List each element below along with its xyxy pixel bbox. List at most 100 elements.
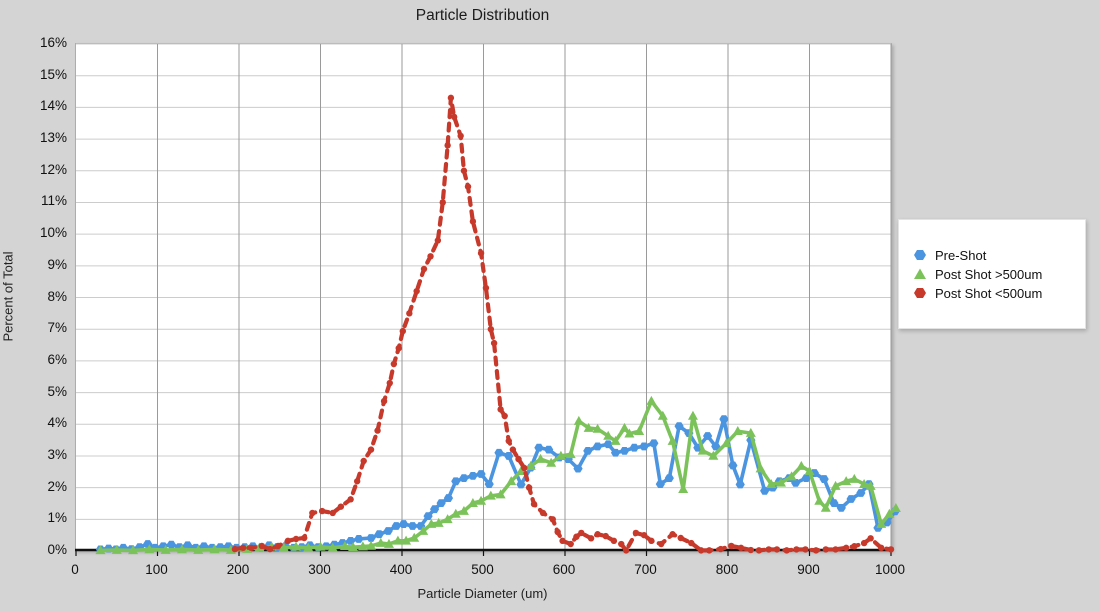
data-point-circle [822,546,829,553]
data-point-triangle [476,495,487,505]
data-point-triangle [383,538,394,548]
data-point-hexagon [516,480,526,489]
y-tick-label: 16% [39,35,67,50]
data-point-hexagon [476,470,486,478]
data-point-circle [755,547,763,554]
data-point-hexagon [423,512,433,521]
data-point-triangle [339,541,350,551]
x-tick-label: 900 [797,562,820,577]
data-point-circle [274,542,282,550]
data-point-hexagon [534,443,544,452]
data-point-triangle [646,395,657,405]
data-point-hexagon [366,534,376,542]
y-tick-label: 5% [47,383,67,399]
legend-label: Post Shot >500um [935,266,1043,282]
data-point-triangle [657,410,668,420]
x-tick-label: 300 [308,562,331,577]
y-tick-label: 3% [47,446,67,462]
data-point-hexagon [639,442,649,451]
data-point-circle [559,537,566,545]
data-point-circle [594,531,601,538]
data-point-triangle [814,495,825,505]
data-point-circle [530,500,538,508]
data-point-triangle [732,426,743,436]
data-point-circle [497,406,504,413]
data-point-circle [239,544,247,552]
data-point-circle [747,546,755,554]
y-tick-label: 0% [47,542,67,557]
y-tick-label: 4% [47,415,67,431]
data-point-triangle [624,428,635,438]
data-point-triangle [375,537,386,547]
data-point-circle [501,412,508,420]
data-point-circle [347,496,354,503]
data-point-hexagon [760,486,770,495]
data-point-hexagon [436,499,446,508]
data-point-circle [395,345,402,352]
y-tick-label: 2% [47,478,67,494]
data-point-circle [773,546,781,553]
data-point-hexagon [383,527,393,535]
data-point-triangle [95,545,106,555]
legend-item-post-shot-lt500: Post Shot <500um [913,286,1085,301]
data-point-triangle [525,460,536,470]
data-point-circle [469,218,477,225]
data-point-hexagon [610,448,621,457]
data-point-hexagon [544,445,554,454]
data-point-circle [318,507,326,515]
data-point-circle [380,397,388,405]
data-point-circle [640,531,648,539]
data-point-triangle [144,544,155,554]
data-point-hexagon [354,535,364,543]
legend: Pre-Shot Post Shot >500um Post Shot <500… [898,219,1086,329]
x-tick-label: 1000 [874,562,906,577]
data-point-hexagon [468,472,478,480]
post-shot-gt500-marker-icon [913,267,927,281]
chart-title: Particle Distribution [415,7,550,24]
legend-label: Post Shot <500um [935,285,1043,301]
data-point-circle [765,546,772,553]
data-point-circle [450,113,458,121]
data-point-triangle [859,478,870,488]
data-point-circle [505,437,512,445]
data-point-circle [706,547,713,554]
data-point-triangle [775,477,786,487]
data-point-circle [390,360,398,368]
data-point-triangle [291,541,302,551]
data-point-circle [632,529,640,537]
data-point-triangle [495,489,506,499]
data-point-circle [386,379,393,387]
data-point-circle [258,542,266,550]
data-point-hexagon [583,446,593,455]
data-point-circle [578,529,585,537]
y-tick-label: 11% [40,193,67,209]
data-point-circle [248,544,255,552]
data-point-triangle [603,430,614,440]
data-point-triangle [876,518,887,528]
legend-item-pre-shot: Pre-Shot [913,248,1085,263]
data-point-triangle [697,445,708,455]
data-point-circle [728,542,735,550]
data-point-hexagon [674,422,684,431]
y-tick-label: 9% [47,256,67,272]
data-point-hexagon [836,504,846,512]
data-point-triangle [766,478,777,488]
y-tick-label: 13% [39,130,67,146]
y-tick-label: 8% [47,288,67,304]
data-point-triangle [467,497,478,507]
data-point-triangle [667,435,678,445]
data-point-circle [427,253,434,260]
data-point-hexagon [443,494,454,502]
data-point-hexagon [603,440,613,449]
data-point-triangle [111,544,122,554]
data-point-hexagon [819,475,829,483]
data-point-triangle [820,502,831,512]
data-point-triangle [409,532,420,542]
data-point-hexagon [719,415,729,424]
data-point-hexagon [504,452,514,460]
data-point-triangle [610,435,621,445]
x-tick-label: 400 [389,562,413,577]
data-point-triangle [786,471,797,481]
data-point-hexagon [407,522,418,530]
